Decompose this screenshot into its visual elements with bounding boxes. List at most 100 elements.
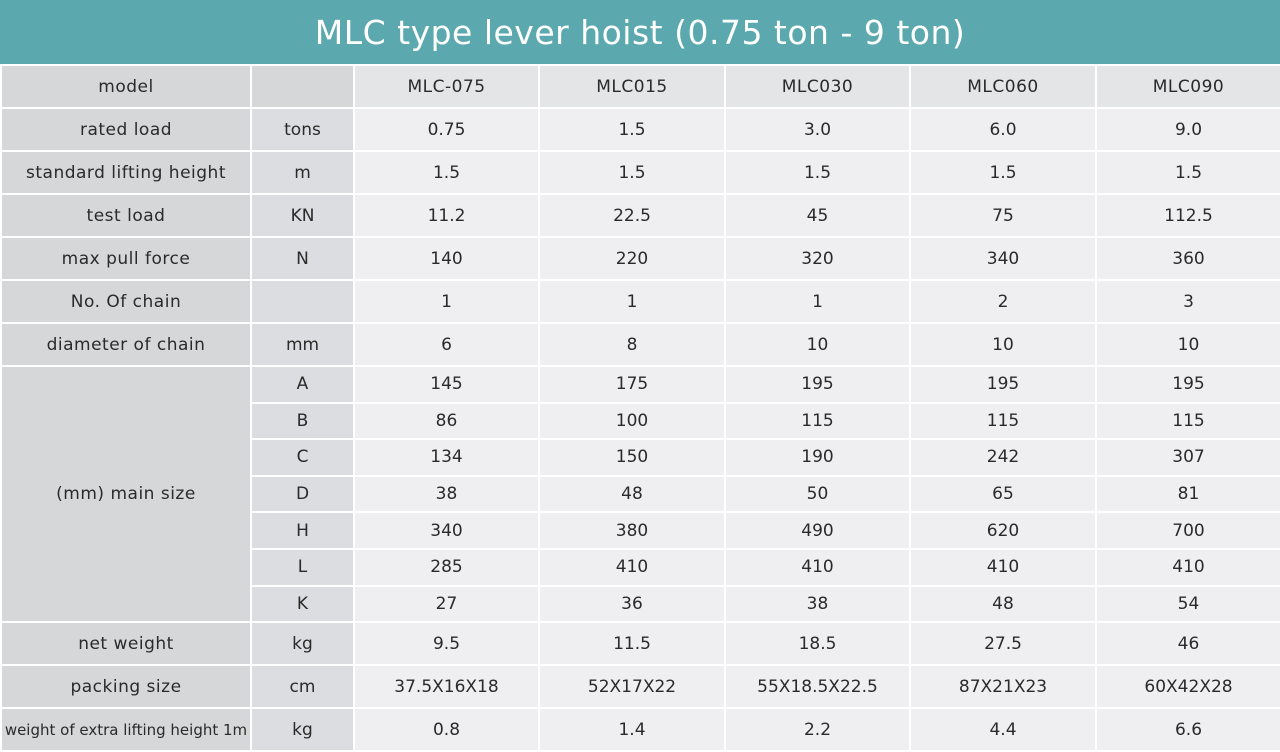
- row-label: model: [0, 64, 252, 109]
- value-cell: 37.5X16X18: [353, 664, 540, 710]
- value-cell: 285: [353, 547, 540, 587]
- row-label: max pull force: [0, 236, 252, 281]
- table-row: C 134 150 190 242 307: [1, 438, 1280, 477]
- value-cell: 112.5: [1095, 193, 1280, 238]
- unit-cell: mm: [250, 322, 355, 367]
- value-cell: 410: [538, 547, 726, 587]
- value-cell: 65: [909, 474, 1097, 514]
- row-label: diameter of chain: [0, 322, 252, 367]
- value-cell: 3: [1095, 279, 1280, 324]
- value-cell: 18.5: [724, 621, 911, 667]
- unit-cell: D: [250, 474, 355, 514]
- value-cell: 1.5: [1095, 150, 1280, 195]
- model-header: MLC060: [909, 64, 1097, 109]
- value-cell: 54: [1095, 584, 1280, 624]
- value-cell: 36: [538, 584, 726, 624]
- model-header: MLC015: [538, 64, 726, 109]
- value-cell: 10: [1095, 322, 1280, 367]
- table-row: D 38 48 50 65 81: [1, 474, 1280, 514]
- value-cell: 81: [1095, 474, 1280, 514]
- value-cell: 38: [724, 584, 911, 624]
- spec-table: model MLC-075 MLC015 MLC030 MLC060 MLC090 rate…: [0, 64, 1280, 752]
- value-cell: 140: [353, 236, 540, 281]
- value-cell: 195: [909, 365, 1097, 404]
- value-cell: 1: [538, 279, 726, 324]
- value-cell: 87X21X23: [909, 664, 1097, 710]
- value-cell: 6.6: [1095, 707, 1280, 752]
- value-cell: 620: [909, 511, 1097, 550]
- value-cell: 380: [538, 511, 726, 550]
- value-cell: 220: [538, 236, 726, 281]
- unit-cell: C: [250, 438, 355, 477]
- value-cell: 55X18.5X22.5: [724, 664, 911, 710]
- table-row: standard lifting height m 1.5 1.5 1.5 1.5 1.5: [0, 150, 1280, 195]
- table-row: max pull force N 140 220 320 340 360: [0, 236, 1280, 281]
- value-cell: 2.2: [724, 707, 911, 752]
- unit-cell: B: [250, 401, 355, 441]
- value-cell: 0.8: [353, 707, 540, 752]
- value-cell: 307: [1095, 438, 1280, 477]
- unit-cell: tons: [250, 107, 355, 152]
- table-row: net weight kg 9.5 11.5 18.5 27.5 46: [0, 621, 1280, 667]
- unit-cell: L: [250, 547, 355, 587]
- table-row: packing size cm 37.5X16X18 52X17X22 55X18.5X…: [0, 664, 1280, 710]
- value-cell: 410: [1095, 547, 1280, 587]
- value-cell: 2: [909, 279, 1097, 324]
- value-cell: 340: [909, 236, 1097, 281]
- table-row: weight of extra lifting height 1m kg 0.8 1.…: [0, 707, 1280, 752]
- table-row: L 285 410 410 410 410: [1, 547, 1280, 587]
- unit-cell: H: [250, 511, 355, 550]
- model-header: MLC-075: [353, 64, 540, 109]
- value-cell: 1: [724, 279, 911, 324]
- value-cell: 1.5: [353, 150, 540, 195]
- value-cell: 52X17X22: [538, 664, 726, 710]
- row-label: test load: [0, 193, 252, 238]
- value-cell: 11.5: [538, 621, 726, 667]
- table-row: B 86 100 115 115 115: [1, 401, 1280, 441]
- value-cell: 175: [538, 365, 726, 404]
- value-cell: 320: [724, 236, 911, 281]
- table-row: diameter of chain mm 6 8 10 10 10: [0, 322, 1280, 367]
- table-row: (mm) main size A 145 175 195 195 195: [0, 364, 1280, 624]
- value-cell: 134: [353, 438, 540, 477]
- value-cell: 360: [1095, 236, 1280, 281]
- value-cell: 0.75: [353, 107, 540, 152]
- value-cell: 1: [353, 279, 540, 324]
- value-cell: 490: [724, 511, 911, 550]
- value-cell: 115: [724, 401, 911, 441]
- unit-cell: KN: [250, 193, 355, 238]
- value-cell: 48: [909, 584, 1097, 624]
- value-cell: 195: [724, 365, 911, 404]
- value-cell: 3.0: [724, 107, 911, 152]
- value-cell: 190: [724, 438, 911, 477]
- value-cell: 100: [538, 401, 726, 441]
- value-cell: 48: [538, 474, 726, 514]
- value-cell: 115: [909, 401, 1097, 441]
- value-cell: 115: [1095, 401, 1280, 441]
- row-label: packing size: [0, 664, 252, 710]
- spec-table-body: model MLC-075 MLC015 MLC030 MLC060 MLC090 rate…: [0, 64, 1280, 752]
- value-cell: 4.4: [909, 707, 1097, 752]
- value-cell: 9.0: [1095, 107, 1280, 152]
- value-cell: 9.5: [353, 621, 540, 667]
- unit-cell: kg: [250, 707, 355, 752]
- value-cell: 1.5: [538, 150, 726, 195]
- row-label: weight of extra lifting height 1m: [0, 707, 252, 752]
- value-cell: 75: [909, 193, 1097, 238]
- model-header: MLC090: [1095, 64, 1280, 109]
- page-title: MLC type lever hoist (0.75 ton - 9 ton): [314, 12, 966, 52]
- value-cell: 10: [909, 322, 1097, 367]
- unit-cell: N: [250, 236, 355, 281]
- value-cell: 6.0: [909, 107, 1097, 152]
- value-cell: 27.5: [909, 621, 1097, 667]
- value-cell: 150: [538, 438, 726, 477]
- value-cell: 1.5: [909, 150, 1097, 195]
- value-cell: 86: [353, 401, 540, 441]
- unit-cell: cm: [250, 664, 355, 710]
- value-cell: 10: [724, 322, 911, 367]
- row-label: No. Of chain: [0, 279, 252, 324]
- table-row: rated load tons 0.75 1.5 3.0 6.0 9.0: [0, 107, 1280, 152]
- value-cell: 1.5: [538, 107, 726, 152]
- value-cell: 6: [353, 322, 540, 367]
- value-cell: 700: [1095, 511, 1280, 550]
